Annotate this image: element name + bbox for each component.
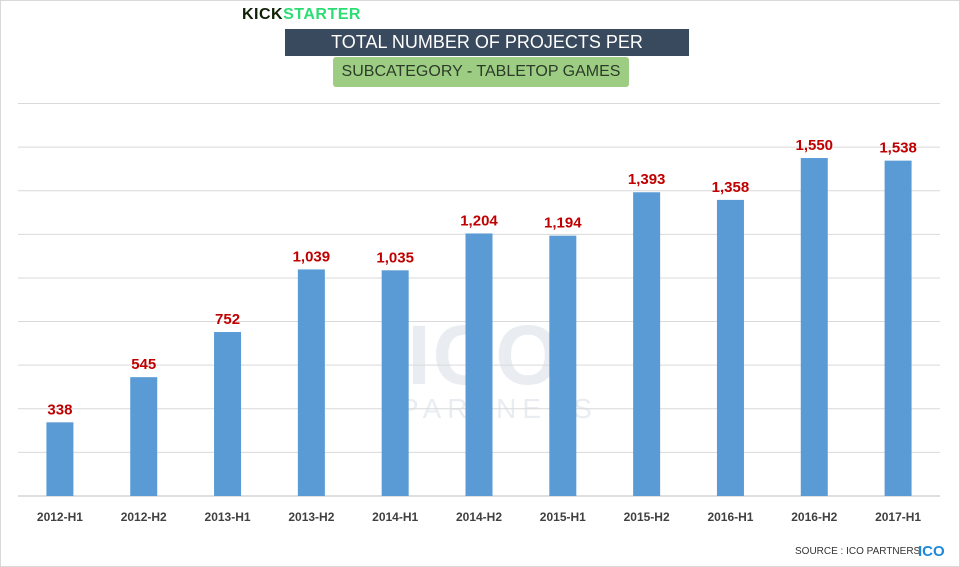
data-label-2014-H2: 1,204 [460,212,498,229]
x-tick-label-2013-H1: 2013-H1 [205,510,251,524]
x-tick-label-2015-H1: 2015-H1 [540,510,586,524]
bar-2012-H2 [130,377,158,496]
kickstarter-logo: KICKSTARTER [242,6,361,24]
ico-brand: ICO [918,543,945,560]
x-tick-label-2017-H1: 2017-H1 [875,510,921,524]
chart-subtitle: SUBCATEGORY - TABLETOP GAMES [333,57,629,87]
x-tick-label-2014-H2: 2014-H2 [456,510,502,524]
x-tick-label-2012-H2: 2012-H2 [121,510,167,524]
data-label-2015-H1: 1,194 [544,215,582,232]
bar-2013-H2 [297,269,325,496]
bar-2014-H1 [381,270,409,496]
data-label-2012-H2: 545 [131,356,156,373]
bar-2017-H1 [884,160,912,496]
data-label-2012-H1: 338 [47,401,72,418]
bar-2014-H2 [465,233,493,496]
data-label-2013-H2: 1,039 [293,248,331,265]
x-tick-label-2014-H1: 2014-H1 [372,510,418,524]
x-tick-label-2016-H2: 2016-H2 [791,510,837,524]
source-note: SOURCE : ICO PARTNERS [795,546,921,557]
x-tick-label-2016-H1: 2016-H1 [707,510,753,524]
logo-part1: KICK [242,6,284,23]
data-label-2016-H1: 1,358 [712,179,750,196]
logo-part2: STARTER [283,6,361,23]
x-tick-label-2013-H2: 2013-H2 [288,510,334,524]
data-label-2013-H1: 752 [215,311,240,328]
data-label-2015-H2: 1,393 [628,171,666,188]
data-label-2016-H2: 1,550 [795,137,833,154]
bar-2015-H2 [633,192,661,497]
bar-2012-H1 [46,422,74,496]
bar-2015-H1 [549,235,577,496]
bar-2013-H1 [214,332,242,496]
x-tick-label-2015-H2: 2015-H2 [624,510,670,524]
data-label-2014-H1: 1,035 [376,249,414,266]
bar-2016-H1 [716,199,744,496]
x-tick-label-2012-H1: 2012-H1 [37,510,83,524]
data-label-2017-H1: 1,538 [879,140,917,157]
bar-2016-H2 [800,158,828,496]
